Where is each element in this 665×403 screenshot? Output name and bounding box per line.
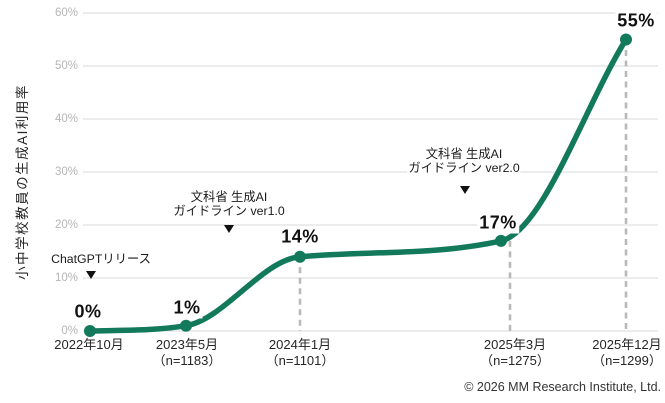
sample-size-label: （n=1299） xyxy=(592,353,662,368)
y-axis-tick-label: 30% xyxy=(54,166,78,178)
x-axis-label: 2025年12月 xyxy=(592,337,662,352)
event-annotation: 文科省 生成AI ガイドライン ver2.0 xyxy=(407,147,521,175)
data-value-label: 1% xyxy=(171,297,203,319)
y-axis-tick-label: 0% xyxy=(61,325,78,337)
event-annotation: 文科省 生成AI ガイドライン ver1.0 xyxy=(172,190,286,218)
data-value-label: 17% xyxy=(477,212,519,234)
data-value-label: 55% xyxy=(615,10,657,31)
x-axis-tick: 2024年1月 （n=1101） xyxy=(266,337,335,369)
event-annotation-line: 文科省 生成AI xyxy=(425,147,503,161)
x-axis-label: 2025年3月 xyxy=(483,337,547,352)
x-axis-tick: 2023年5月 （n=1183） xyxy=(153,337,222,369)
event-annotation-line: ChatGPTリリース xyxy=(51,252,151,266)
down-triangle-icon xyxy=(86,271,96,279)
event-annotation-line: ガイドライン ver2.0 xyxy=(408,161,520,175)
event-annotation-line: 文科省 生成AI xyxy=(190,190,268,204)
sample-size-label: （n=1275） xyxy=(480,353,550,368)
down-triangle-icon xyxy=(224,225,234,233)
y-axis-tick-label: 60% xyxy=(54,7,78,19)
down-triangle-icon xyxy=(460,186,470,194)
x-axis-tick: 2025年12月 （n=1299） xyxy=(592,337,662,369)
y-axis-tick-label: 20% xyxy=(54,219,78,231)
y-axis-tick-label: 10% xyxy=(54,272,78,284)
x-axis-tick: 2025年3月 （n=1275） xyxy=(480,337,550,369)
x-axis-label: 2024年1月 xyxy=(268,337,332,352)
x-axis-tick: 2022年10月 xyxy=(54,337,123,353)
data-value-label: 14% xyxy=(279,226,321,248)
x-axis-label: 2022年10月 xyxy=(54,337,124,352)
y-axis-tick-label: 40% xyxy=(54,113,78,125)
copyright-text: © 2026 MM Research Institute, Ltd. xyxy=(464,380,661,394)
trend-line xyxy=(87,36,629,334)
data-point-marker xyxy=(620,33,632,46)
x-axis-label: 2023年5月 xyxy=(155,337,219,352)
y-axis-tick-label: 50% xyxy=(54,60,78,72)
event-annotation: ChatGPTリリース xyxy=(50,252,152,266)
sample-size-label: （n=1183） xyxy=(152,353,222,368)
data-point-marker xyxy=(294,250,306,263)
data-point-marker xyxy=(495,234,507,247)
sample-size-label: （n=1101） xyxy=(265,353,335,368)
data-value-label: 0% xyxy=(72,301,104,323)
event-annotation-line: ガイドライン ver1.0 xyxy=(173,204,285,218)
data-point-marker xyxy=(84,325,96,337)
data-point-marker xyxy=(180,319,192,332)
